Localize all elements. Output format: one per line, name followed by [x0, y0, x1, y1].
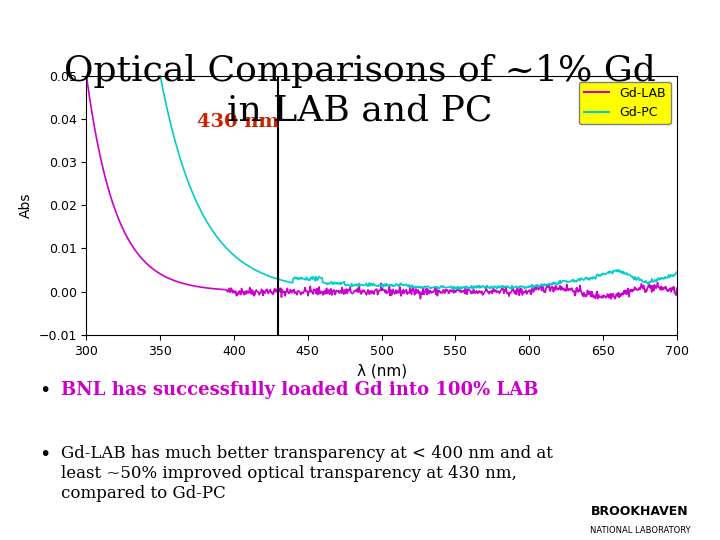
- Text: NATIONAL LABORATORY: NATIONAL LABORATORY: [590, 525, 691, 535]
- Text: BROOKHAVEN: BROOKHAVEN: [590, 505, 688, 518]
- Gd-LAB: [607, 296, 616, 302]
- Gd-PC: [531, 283, 539, 289]
- Line: Gd-PC: Gd-PC: [86, 76, 677, 289]
- X-axis label: λ (nm): λ (nm): [356, 363, 407, 378]
- Gd-PC: [455, 286, 464, 293]
- Text: Gd-LAB has much better transparency at < 400 nm and at
least ~50% improved optic: Gd-LAB has much better transparency at <…: [61, 446, 553, 502]
- Text: •: •: [40, 446, 51, 464]
- Gd-LAB: [441, 290, 449, 296]
- Text: Optical Comparisons of ~1% Gd
in LAB and PC: Optical Comparisons of ~1% Gd in LAB and…: [64, 54, 656, 127]
- Gd-PC: [82, 72, 91, 79]
- Y-axis label: Abs: Abs: [19, 192, 32, 218]
- Legend: Gd-LAB, Gd-PC: Gd-LAB, Gd-PC: [579, 82, 670, 124]
- Gd-PC: [591, 276, 600, 282]
- Gd-PC: [672, 269, 681, 275]
- Text: 430 nm: 430 nm: [197, 113, 279, 131]
- Gd-PC: [425, 284, 433, 291]
- Gd-LAB: [425, 291, 433, 297]
- Gd-PC: [459, 284, 467, 291]
- Gd-LAB: [118, 225, 127, 232]
- Text: •: •: [40, 381, 51, 400]
- Text: BNL has successfully loaded Gd into 100% LAB: BNL has successfully loaded Gd into 100%…: [61, 381, 539, 399]
- Gd-LAB: [590, 294, 599, 300]
- Gd-LAB: [82, 72, 91, 79]
- Gd-LAB: [672, 285, 681, 292]
- Gd-PC: [441, 285, 449, 291]
- Line: Gd-LAB: Gd-LAB: [86, 76, 677, 299]
- Gd-LAB: [458, 289, 467, 295]
- Gd-LAB: [530, 284, 539, 290]
- Gd-PC: [118, 72, 127, 79]
